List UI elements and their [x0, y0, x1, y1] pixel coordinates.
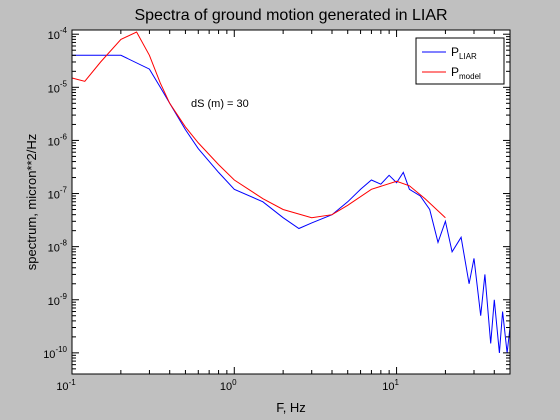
y-axis-label: spectrum, micron**2/Hz [24, 134, 39, 271]
y-tick-label: 10-9 [48, 292, 68, 308]
x-tick-label: 100 [220, 378, 237, 393]
x-axis-label: F, Hz [276, 400, 306, 415]
y-tick-label: 10-10 [43, 345, 67, 361]
y-tick-label: 10-4 [48, 26, 68, 42]
x-tick-label: 10-1 [56, 378, 76, 393]
legend: PLIAR Pmodel [415, 37, 505, 85]
y-tick-label: 10-6 [48, 132, 68, 148]
legend-box [415, 37, 505, 85]
legend-sub-model: model [459, 72, 481, 81]
chart-title: Spectra of ground motion generated in LI… [134, 7, 447, 24]
y-tick-label: 10-8 [48, 239, 68, 255]
tick-layer: 10-1 100 101 10-10 10-9 10-8 10-7 10-6 10-5 10-4 [43, 26, 511, 393]
legend-label-liar: P [451, 45, 459, 59]
y-tick-label: 10-7 [48, 186, 68, 202]
series-layer [71, 31, 511, 353]
legend-label-model: P [451, 65, 459, 79]
legend-entry-liar: PLIAR [451, 45, 477, 61]
legend-entry-model: Pmodel [451, 65, 481, 81]
plot-area [72, 30, 510, 374]
annotation-ds: dS (m) = 30 [191, 98, 249, 110]
y-tick-label: 10-5 [48, 79, 68, 95]
legend-sub-liar: LIAR [459, 52, 477, 61]
x-tick-label: 101 [382, 378, 399, 393]
series-line-model [71, 31, 446, 219]
series-line-liar [72, 54, 511, 353]
